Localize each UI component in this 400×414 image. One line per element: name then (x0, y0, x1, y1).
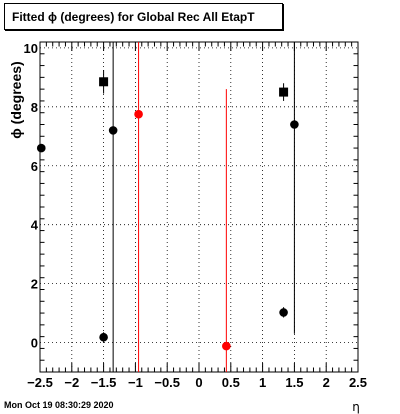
x-tick-label: 0.5 (222, 375, 240, 390)
data-point (222, 341, 231, 351)
y-tick-label: 2 (31, 277, 38, 292)
y-tick-label: 6 (31, 159, 38, 174)
y-tick-label: 4 (31, 218, 39, 233)
x-tick-label: −0.5 (154, 375, 180, 390)
y-axis-label: ϕ (degrees) (8, 61, 24, 138)
y-tick-label: 10 (24, 41, 38, 56)
data-point (279, 308, 288, 317)
data-point (290, 120, 299, 129)
timestamp: Mon Oct 19 08:30:29 2020 (4, 400, 114, 410)
y-tick-label: 0 (31, 336, 38, 351)
x-tick-label: 2 (323, 375, 330, 390)
x-axis-label: η (352, 400, 360, 414)
x-tick-label: 2.5 (349, 375, 367, 390)
data-point-square (279, 87, 289, 97)
x-tick-label: 1 (259, 375, 266, 390)
data-point (108, 126, 118, 135)
x-tick-label: −1 (128, 375, 143, 390)
data-point (36, 143, 46, 153)
x-tick-label: 1.5 (285, 375, 303, 390)
x-tick-label: −2.5 (27, 375, 53, 390)
data-point-square (99, 77, 109, 87)
x-tick-label: −2 (64, 375, 79, 390)
x-tick-label: 0 (195, 375, 202, 390)
data-point (134, 109, 143, 119)
y-tick-label: 8 (31, 100, 38, 115)
data-point (99, 332, 108, 342)
chart-title: Fitted ϕ (degrees) for Global Rec All Et… (4, 3, 283, 30)
x-tick-label: −1.5 (91, 375, 117, 390)
